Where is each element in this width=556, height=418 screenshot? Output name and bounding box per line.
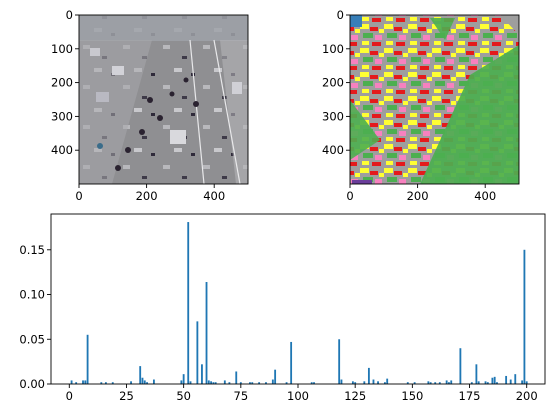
bar-x-tick-label: 175: [459, 389, 481, 403]
bar: [459, 348, 461, 384]
bar: [196, 321, 198, 384]
bar: [82, 380, 84, 384]
bar-x-tick-label: 200: [516, 389, 538, 403]
bar: [491, 378, 493, 384]
segmentation-y-tick-label: 100: [322, 42, 344, 56]
bar-x-tick-label: 50: [176, 389, 191, 403]
photo-y-tick-label: 200: [51, 76, 73, 90]
bar: [450, 380, 452, 384]
bar: [272, 380, 274, 384]
bar: [208, 380, 210, 384]
bar: [494, 377, 496, 384]
bar-x-tick-label: 150: [401, 389, 423, 403]
bar: [144, 380, 146, 384]
bar-x-tick-label: 100: [287, 389, 309, 403]
photo-panel: 0 200 400 0 100 200 300 400: [51, 8, 248, 203]
bar-x-tick-label: 125: [344, 389, 366, 403]
bar: [514, 374, 516, 384]
bar: [475, 364, 477, 384]
bar: [224, 380, 226, 384]
bar-x-tick-label: 75: [234, 389, 249, 403]
bar: [180, 380, 182, 384]
photo-y-tick-label: 400: [51, 143, 73, 157]
bar: [368, 368, 370, 384]
bar-y-tick-label: 0.15: [19, 243, 45, 257]
bar: [235, 371, 237, 384]
bar-y-tick-label: 0.00: [19, 377, 45, 391]
bar: [206, 282, 208, 384]
segmentation-map: [350, 15, 519, 184]
segmentation-y-tick-label: 400: [322, 143, 344, 157]
bar-y-tick-label: 0.10: [19, 288, 45, 302]
bar: [153, 380, 155, 384]
segmentation-x-tick-label: 0: [346, 189, 353, 203]
bar: [505, 376, 507, 384]
segmentation-y-tick-label: 300: [322, 109, 344, 123]
bar: [274, 370, 276, 384]
bar-chart-panel: 0 25 50 75 100 125 150 175 200 0.00 0.05 0.10 0.15: [19, 214, 545, 403]
segmentation-x-tick-label: 400: [474, 189, 496, 203]
highway-photo: [79, 15, 248, 184]
bar: [341, 380, 343, 384]
bar: [84, 380, 86, 384]
bar: [87, 335, 89, 384]
bar: [139, 366, 141, 384]
photo-y-tick-label: 0: [66, 8, 73, 22]
photo-x-tick-label: 400: [203, 189, 225, 203]
photo-y-tick-label: 100: [51, 42, 73, 56]
bar-x-tick-label: 0: [66, 389, 73, 403]
bar: [142, 378, 144, 384]
segmentation-panel: 0 200 400 0 100 200 300 400: [322, 8, 519, 203]
bar: [521, 380, 523, 384]
bar: [338, 339, 340, 384]
bar: [187, 222, 189, 384]
photo-x-tick-label: 200: [136, 189, 158, 203]
bar: [446, 380, 448, 384]
bar: [524, 250, 526, 384]
bar: [386, 379, 388, 384]
bar: [71, 380, 73, 384]
segmentation-y-tick-label: 0: [337, 8, 344, 22]
bar: [201, 364, 203, 384]
segmentation-x-tick-label: 200: [407, 189, 429, 203]
bar: [183, 374, 185, 384]
bar: [373, 380, 375, 384]
bar-chart-frame: [51, 214, 545, 384]
segmentation-y-tick-label: 200: [322, 76, 344, 90]
bar-series: [71, 222, 528, 384]
photo-y-tick-label: 300: [51, 109, 73, 123]
photo-x-tick-label: 0: [75, 189, 82, 203]
bar: [290, 342, 292, 384]
bar-y-tick-label: 0.05: [19, 332, 45, 346]
bar-x-tick-label: 25: [119, 389, 134, 403]
bar: [510, 380, 512, 384]
